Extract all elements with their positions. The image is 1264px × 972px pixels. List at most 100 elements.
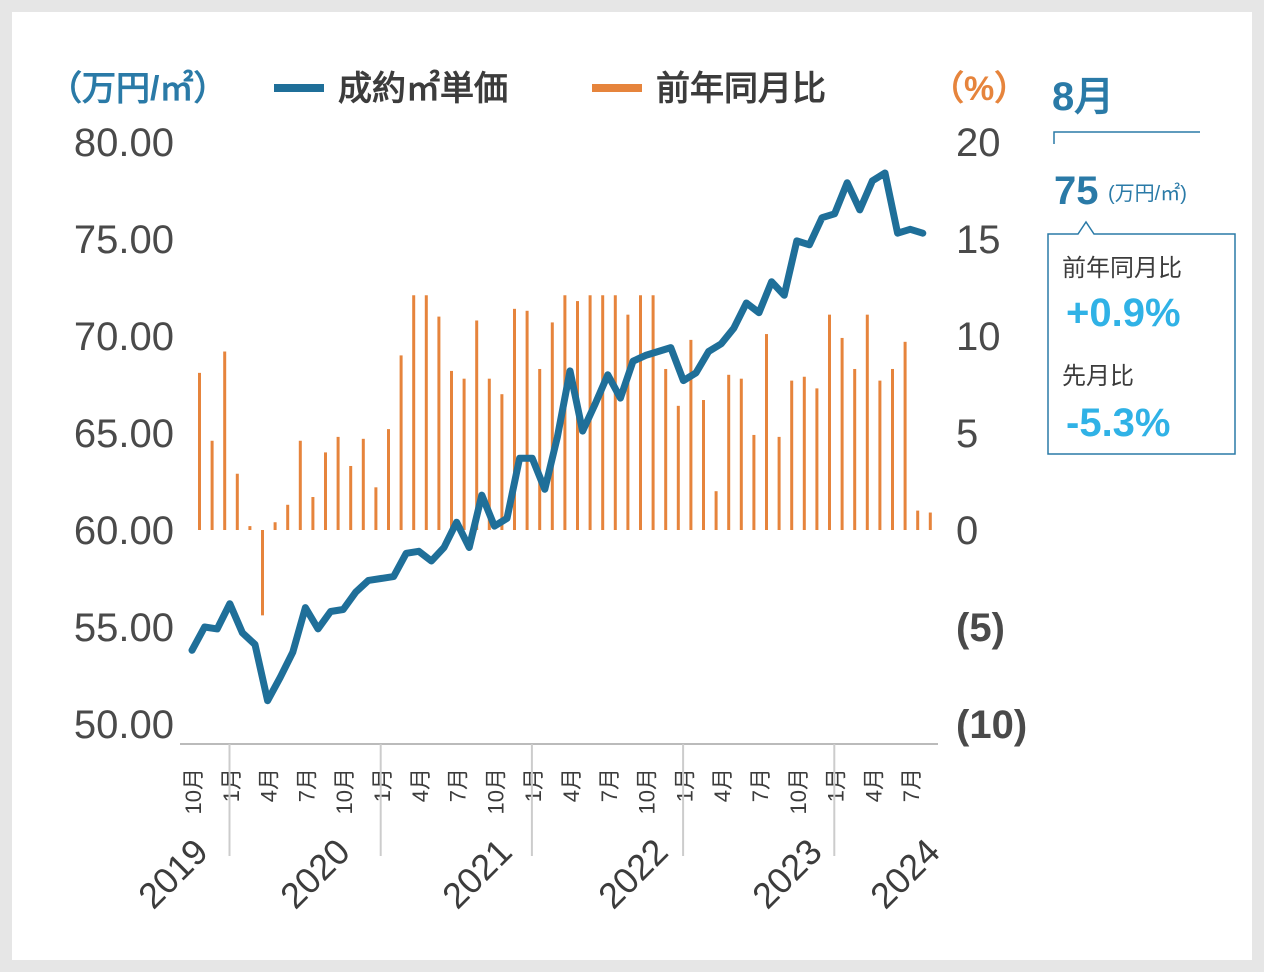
legend-bar-label: 前年同月比 (656, 70, 826, 108)
side-mom-label: 先月比 (1062, 363, 1134, 390)
yoy-bar (815, 388, 819, 530)
yoy-bar (361, 438, 365, 530)
right-tick-label: 15 (956, 218, 1001, 262)
right-tick-label: 20 (956, 121, 1001, 165)
x-tick-label: 1月 (672, 768, 697, 802)
x-tick-label: 7月 (899, 768, 924, 802)
x-tick-label: 10月 (786, 768, 811, 814)
side-mom-value: -5.3% (1066, 401, 1171, 445)
side-yoy-value: +0.9% (1066, 291, 1181, 335)
yoy-bar (891, 368, 894, 530)
left-axis-unit: （万円/㎡） (48, 69, 227, 108)
yoy-bar (475, 320, 479, 530)
left-tick-label: 80.00 (74, 121, 174, 165)
yoy-bar (739, 378, 743, 530)
x-tick-label: 7月 (748, 768, 773, 802)
yoy-bar (513, 308, 516, 530)
x-tick-label: 4月 (559, 768, 584, 802)
left-tick-label: 60.00 (74, 509, 174, 553)
legend-line-label: 成約㎡単価 (338, 69, 508, 108)
x-tick-label: 10月 (181, 768, 206, 814)
side-yoy-label: 前年同月比 (1062, 255, 1182, 282)
yoy-bar (916, 510, 920, 530)
yoy-bar (311, 497, 315, 530)
x-tick-label: 4月 (861, 768, 886, 802)
left-tick-label: 75.00 (74, 218, 174, 262)
yoy-bar (412, 295, 416, 530)
side-price: 75 (1054, 169, 1099, 213)
yoy-bar (235, 473, 239, 530)
side-bracket (1053, 131, 1200, 144)
chart-card: （万円/㎡） 成約㎡単価 前年同月比 （%） 80.00 75.00 70.00 65… (12, 12, 1252, 960)
yoy-bar (273, 522, 277, 530)
yoy-bar (198, 372, 201, 530)
yoy-bar (387, 429, 390, 530)
yoy-bar (424, 295, 428, 530)
year-label: 2019 (130, 831, 216, 917)
side-price-unit: (万円/㎡) (1108, 181, 1187, 205)
yoy-bar (865, 314, 869, 530)
yoy-bar (651, 295, 655, 530)
yoy-bar (878, 380, 882, 530)
yoy-bar (500, 394, 504, 530)
yoy-bar (538, 368, 542, 530)
yoy-bar (903, 341, 907, 530)
right-tick-label: 5 (956, 412, 978, 456)
left-tick-label: 50.00 (74, 703, 174, 747)
right-tick-label: (10) (956, 703, 1027, 747)
x-tick-label: 7月 (597, 768, 622, 802)
chart: （万円/㎡） 成約㎡単価 前年同月比 （%） 80.00 75.00 70.00 65… (48, 69, 1236, 917)
yoy-bar (613, 295, 617, 530)
right-tick-label: (5) (956, 606, 1005, 650)
x-tick-label: 1月 (824, 768, 849, 802)
yoy-bar (714, 491, 718, 530)
yoy-bar (487, 378, 491, 530)
x-tick-label: 4月 (257, 768, 282, 802)
yoy-bar (462, 378, 466, 530)
price-series-line (188, 169, 927, 705)
year-label: 2021 (434, 831, 520, 917)
yoy-bar (349, 465, 353, 530)
year-label: 2020 (272, 831, 358, 917)
yoy-bar (399, 355, 403, 530)
year-label: 2024 (862, 831, 948, 917)
yoy-bar (928, 512, 932, 530)
year-label: 2023 (744, 831, 830, 917)
yoy-bar (727, 374, 731, 530)
yoy-bar (223, 351, 227, 530)
yoy-bar (261, 530, 264, 616)
yoy-bar (450, 370, 453, 530)
x-tick-label: 10月 (635, 768, 660, 814)
yoy-bar (324, 452, 327, 530)
yoy-bar (664, 368, 668, 530)
x-tick-label: 10月 (483, 768, 508, 814)
x-tick-label: 1月 (370, 768, 395, 802)
yoy-bar (626, 314, 630, 530)
yoy-bar (702, 400, 705, 530)
yoy-bar (248, 526, 252, 530)
right-axis-unit: （%） (930, 69, 1028, 108)
yoy-bar (828, 314, 831, 530)
x-tick-label: 4月 (710, 768, 735, 802)
yoy-bar (437, 316, 441, 530)
left-tick-label: 55.00 (74, 606, 174, 650)
yoy-bar (298, 440, 302, 530)
side-callout-box (1047, 220, 1236, 455)
yoy-bar (286, 504, 290, 530)
yoy-bar (777, 436, 781, 530)
yoy-bar (790, 380, 794, 530)
yoy-bar (676, 405, 680, 530)
x-tick-label: 1月 (219, 768, 244, 802)
right-tick-label: 10 (956, 315, 1001, 359)
yoy-bar (840, 337, 844, 530)
yoy-bar (765, 334, 768, 530)
yoy-bar (689, 339, 693, 530)
yoy-bar (525, 310, 529, 530)
yoy-bar (853, 368, 857, 530)
x-tick-label: 4月 (408, 768, 433, 802)
x-tick-label: 7月 (446, 768, 471, 802)
left-tick-label: 65.00 (74, 412, 174, 456)
year-label: 2022 (590, 831, 676, 917)
yoy-bar (802, 376, 806, 530)
yoy-bar (550, 322, 554, 530)
